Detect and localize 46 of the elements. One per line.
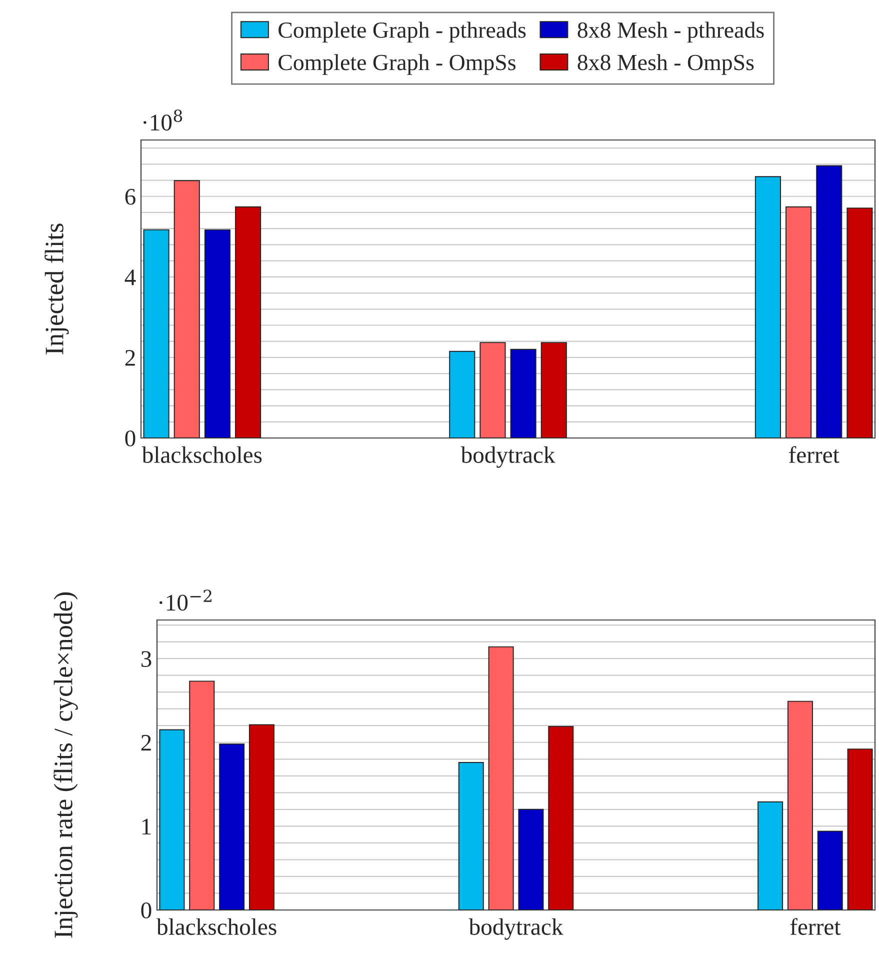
bar [548,726,574,910]
bar [143,229,170,438]
x-tick-label: ferret [789,446,840,463]
x-tick-label: bodytrack [460,446,556,468]
text: ·10$^{−2}$ [160,590,212,611]
bar [189,680,215,910]
y-tick-label: 4 [124,270,136,286]
bar [480,342,506,438]
bar [754,176,781,438]
bar [786,206,812,438]
text: ·10$^{8}$ [144,109,182,131]
bar [817,830,843,910]
legend-label: 8x8 Mesh - pthreads [578,22,764,43]
bar [159,729,185,910]
legend-label: Complete Graph - OmpSs [278,54,516,75]
y-tick-label: 6 [125,188,136,205]
legend-label: Complete Graph - pthreads [278,22,526,43]
y-tick-label: 2 [125,350,135,366]
bar [518,808,544,910]
bar [174,180,200,438]
bar [488,646,514,910]
bar [248,724,274,910]
bar [846,208,873,438]
legend-label: 8x8 Mesh - OmpSs [578,54,754,75]
x-tick-label: blackscholes [156,918,276,935]
bar [510,348,536,438]
bar [787,700,813,910]
bar [847,748,873,910]
y-tick-label: 0 [141,902,152,918]
bar [816,165,842,438]
bar [219,744,245,910]
x-tick-label: ferret [790,918,841,935]
bar [458,762,484,910]
bar [235,206,262,438]
y-tick-label: 1 [142,818,151,834]
bar [540,342,567,438]
bar [449,350,476,438]
y-tick-label: 2 [141,734,151,751]
x-tick-label: blackscholes [142,446,262,463]
bar [758,801,784,910]
bar [204,229,230,438]
y-axis-title: Injected flits [44,224,69,354]
y-axis-title: Injection rate (flits / cycle×node) [54,592,78,938]
x-tick-label: bodytrack [468,918,564,940]
y-tick-label: 3 [141,651,152,667]
y-tick-label: 0 [125,430,136,446]
